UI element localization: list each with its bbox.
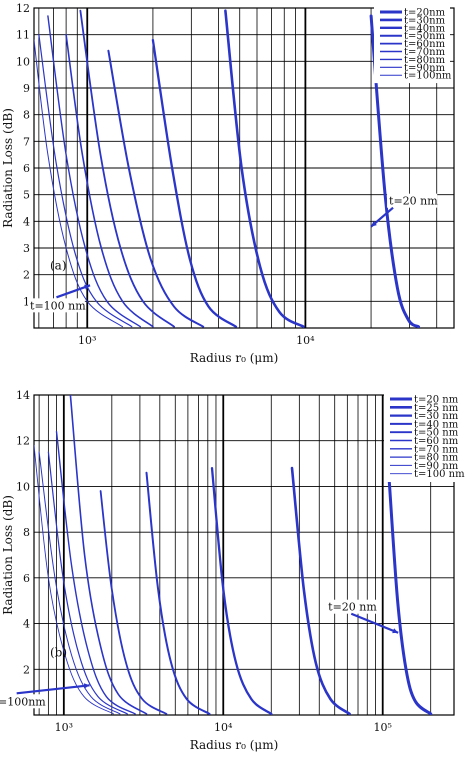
panel-label: (a) [50, 258, 67, 272]
series-line [34, 444, 114, 715]
panel-label: (b) [50, 645, 67, 659]
annotation-arrowhead [83, 683, 90, 689]
legend-entry: t=100nm [404, 71, 452, 82]
annotation-background [28, 298, 85, 313]
y-tick-label: 12 [16, 2, 30, 15]
y-tick-label: 10 [16, 55, 30, 68]
y-tick-label: 4 [23, 215, 30, 228]
x-tick-label: 10⁴ [214, 721, 233, 734]
annotation-arrowhead [392, 628, 399, 634]
y-tick-label: 4 [23, 618, 30, 631]
annotation-arrow [16, 684, 90, 695]
x-tick-label: 10³ [78, 334, 96, 347]
annotation-arrowhead [371, 221, 377, 227]
y-tick-label: 12 [16, 435, 30, 448]
x-tick-label: 10⁵ [373, 721, 391, 734]
legend-entry: t=40nm [404, 23, 446, 34]
series-line [47, 15, 141, 328]
annotation-label: t=100nm [0, 695, 46, 708]
y-axis-label: Radiation Loss (dB) [1, 495, 15, 615]
legend-entry: t=100 nm [414, 469, 465, 480]
series-line [145, 471, 211, 715]
panel-b-chart: 2 4 6 8 10 12 14 10³ 10⁴ 10⁵ Radius r₀ (μm) Radiati… [0, 389, 465, 752]
legend-entry: t=70nm [404, 47, 446, 58]
annotation-background [387, 193, 438, 208]
annotation-label: t=20 nm [328, 601, 377, 614]
plot-frame [33, 394, 455, 716]
x-axis-label: Radius r₀ (μm) [190, 738, 279, 752]
y-tick-label: 2 [23, 663, 30, 676]
legend-entry: t=25 nm [414, 403, 459, 414]
series-line [369, 14, 420, 328]
series-line [151, 38, 238, 328]
series-line [210, 466, 273, 715]
series-curves [34, 9, 420, 328]
series-line [47, 451, 128, 715]
plot-frame [33, 7, 455, 329]
legend-entry: t=30nm [404, 15, 446, 26]
series-line [55, 430, 136, 715]
legend-entry: t=60 nm [414, 436, 459, 447]
legend: t=20 nmt=25 nmt=30 nmt=40 nmt=50 nmt=60 … [384, 393, 465, 482]
series-line [107, 49, 205, 328]
series-line [387, 480, 433, 715]
series-line [34, 39, 123, 328]
annotation-background [0, 694, 42, 709]
legend-entry: t=90 nm [414, 461, 459, 472]
series-line [38, 34, 133, 328]
x-axis-label: Radius r₀ (μm) [190, 351, 279, 365]
legend-entry: t=40 nm [414, 419, 459, 430]
series-line [224, 9, 305, 328]
legend-entry: t=50nm [404, 31, 446, 42]
annotation-arrow [350, 612, 399, 634]
y-tick-label: 8 [23, 526, 30, 539]
series-line [65, 33, 154, 328]
y-tick-label: 2 [23, 269, 30, 282]
series-line [290, 466, 351, 715]
annotation-arrowhead [84, 284, 91, 290]
legend-entry: t=60nm [404, 39, 446, 50]
y-tick-label: 8 [23, 109, 30, 122]
y-tick-label: 1 [23, 295, 30, 308]
y-tick-label: 7 [23, 135, 30, 148]
series-line [99, 490, 168, 715]
legend-entry: t=20nm [404, 8, 446, 19]
legend-entry: t=50 nm [414, 428, 459, 439]
series-line [69, 395, 148, 715]
legend: t=20nmt=30nmt=40nmt=50nmt=60nmt=70nmt=80… [374, 6, 452, 84]
legend-entry: t=90nm [404, 63, 446, 74]
annotation-label: t=20 nm [389, 195, 438, 208]
y-tick-label: 10 [16, 480, 30, 493]
legend-entry: t=20 nm [414, 395, 459, 406]
legend-entry: t=70 nm [414, 444, 459, 455]
x-tick-label: 10⁴ [296, 334, 315, 347]
series-line [79, 9, 175, 328]
x-tick-label: 10³ [55, 721, 73, 734]
legend-entry: t=80nm [404, 55, 446, 66]
y-tick-label: 6 [23, 162, 30, 175]
annotation-arrow [56, 284, 91, 299]
legend-entry: t=80 nm [414, 453, 459, 464]
y-tick-label: 14 [16, 389, 30, 402]
series-line [38, 451, 121, 715]
y-tick-label: 5 [23, 189, 30, 202]
annotation-background [326, 599, 377, 614]
y-tick-label: 9 [23, 82, 30, 95]
y-tick-label: 3 [23, 242, 30, 255]
y-tick-label: 6 [23, 572, 30, 585]
legend-entry: t=30 nm [414, 411, 459, 422]
series-curves [34, 395, 433, 715]
annotation-label: t=100 nm [30, 299, 86, 312]
y-axis-label: Radiation Loss (dB) [1, 108, 15, 228]
y-tick-label: 11 [16, 29, 30, 42]
